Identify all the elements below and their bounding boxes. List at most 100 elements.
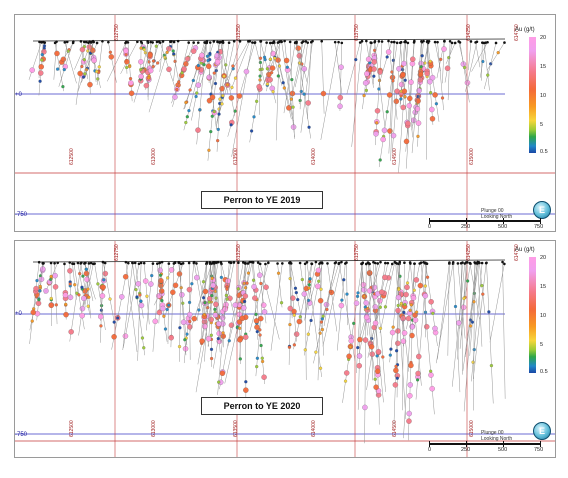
assay-marker: [195, 91, 199, 95]
assay-marker: [415, 98, 421, 104]
assay-marker: [366, 269, 373, 276]
collar-marker: [187, 41, 190, 44]
assay-marker: [261, 309, 268, 315]
assay-marker: [52, 284, 59, 290]
collar-marker: [264, 262, 267, 266]
assay-marker: [395, 328, 401, 334]
collar-marker: [87, 262, 91, 265]
assay-marker: [428, 372, 434, 378]
assay-marker: [381, 127, 388, 134]
assay-marker: [209, 94, 216, 100]
collar-marker: [337, 40, 340, 44]
collar-marker: [474, 41, 477, 44]
assay-marker: [122, 273, 129, 280]
assay-marker: [396, 66, 402, 72]
assay-marker: [205, 336, 212, 342]
assay-marker: [291, 105, 295, 109]
assay-marker: [307, 125, 311, 129]
assay-marker: [356, 353, 363, 359]
assay-marker: [217, 380, 221, 384]
collar-marker: [216, 40, 219, 44]
assay-marker: [403, 291, 409, 298]
collar-marker: [232, 261, 236, 264]
assay-marker: [288, 322, 292, 327]
assay-marker: [35, 278, 39, 283]
assay-marker: [263, 284, 269, 290]
assay-marker: [143, 82, 150, 89]
assay-marker: [405, 315, 412, 322]
assay-marker: [363, 300, 369, 306]
drill-trace: [369, 263, 384, 403]
assay-marker: [232, 302, 238, 308]
collar-marker: [406, 41, 410, 45]
drill-trace: [217, 262, 230, 395]
compass-icon: E: [533, 201, 551, 219]
collar-marker: [63, 41, 67, 44]
assay-marker: [429, 385, 435, 392]
scale-tick: [466, 441, 467, 447]
assay-marker: [210, 293, 214, 298]
assay-marker: [325, 307, 329, 312]
assay-marker: [224, 293, 229, 298]
assay-marker: [355, 294, 360, 298]
assay-marker: [254, 312, 258, 316]
assay-marker: [385, 55, 389, 59]
assay-marker: [216, 321, 222, 327]
assay-marker: [453, 304, 458, 309]
assay-marker: [415, 120, 422, 126]
collar-marker: [256, 261, 260, 264]
assay-marker: [259, 281, 263, 286]
assay-marker: [317, 279, 321, 283]
assay-marker: [138, 59, 144, 65]
assay-marker: [481, 292, 485, 296]
collar-marker: [79, 40, 83, 43]
assay-marker: [150, 273, 154, 278]
assay-marker: [348, 338, 354, 344]
collar-marker: [345, 261, 348, 264]
assay-marker: [206, 306, 210, 310]
grade-legend: Au (g/t) 20 15 10 5 0.5: [513, 247, 553, 387]
easting-label: 612750: [114, 24, 120, 41]
drill-trace: [379, 262, 395, 334]
assay-marker: [171, 49, 175, 53]
drill-trace: [368, 263, 373, 381]
easting-label: 614500: [392, 148, 398, 165]
assay-marker: [216, 127, 220, 132]
assay-marker: [456, 320, 462, 326]
collar-marker: [41, 261, 45, 265]
drill-trace: [100, 262, 106, 321]
drill-trace: [462, 263, 478, 372]
drill-trace: [216, 41, 241, 123]
assay-marker: [356, 363, 362, 369]
assay-marker: [162, 314, 166, 318]
assay-marker: [210, 114, 214, 118]
collar-marker: [126, 41, 130, 44]
drill-trace: [346, 42, 361, 95]
assay-marker: [417, 71, 424, 78]
assay-marker: [165, 50, 169, 54]
drill-trace: [134, 262, 144, 319]
assay-marker: [287, 305, 293, 312]
assay-marker: [122, 333, 129, 339]
assay-marker: [261, 374, 267, 380]
collar-marker: [310, 262, 314, 266]
assay-marker: [191, 78, 195, 83]
collar-marker: [88, 40, 91, 43]
drill-trace: [378, 42, 398, 168]
collar-marker: [248, 260, 252, 264]
assay-marker: [428, 59, 432, 64]
assay-marker: [360, 281, 367, 288]
assay-marker: [267, 77, 273, 83]
assay-marker: [86, 304, 90, 308]
collar-marker: [474, 261, 477, 265]
assay-marker: [470, 320, 474, 324]
assay-marker: [381, 355, 385, 359]
assay-marker: [100, 284, 106, 290]
collar-marker: [250, 260, 254, 264]
drill-trace: [249, 262, 269, 332]
assay-marker: [84, 267, 88, 271]
assay-marker: [134, 287, 138, 292]
collar-marker: [433, 40, 437, 44]
assay-marker: [300, 277, 304, 282]
drill-trace: [452, 262, 461, 393]
